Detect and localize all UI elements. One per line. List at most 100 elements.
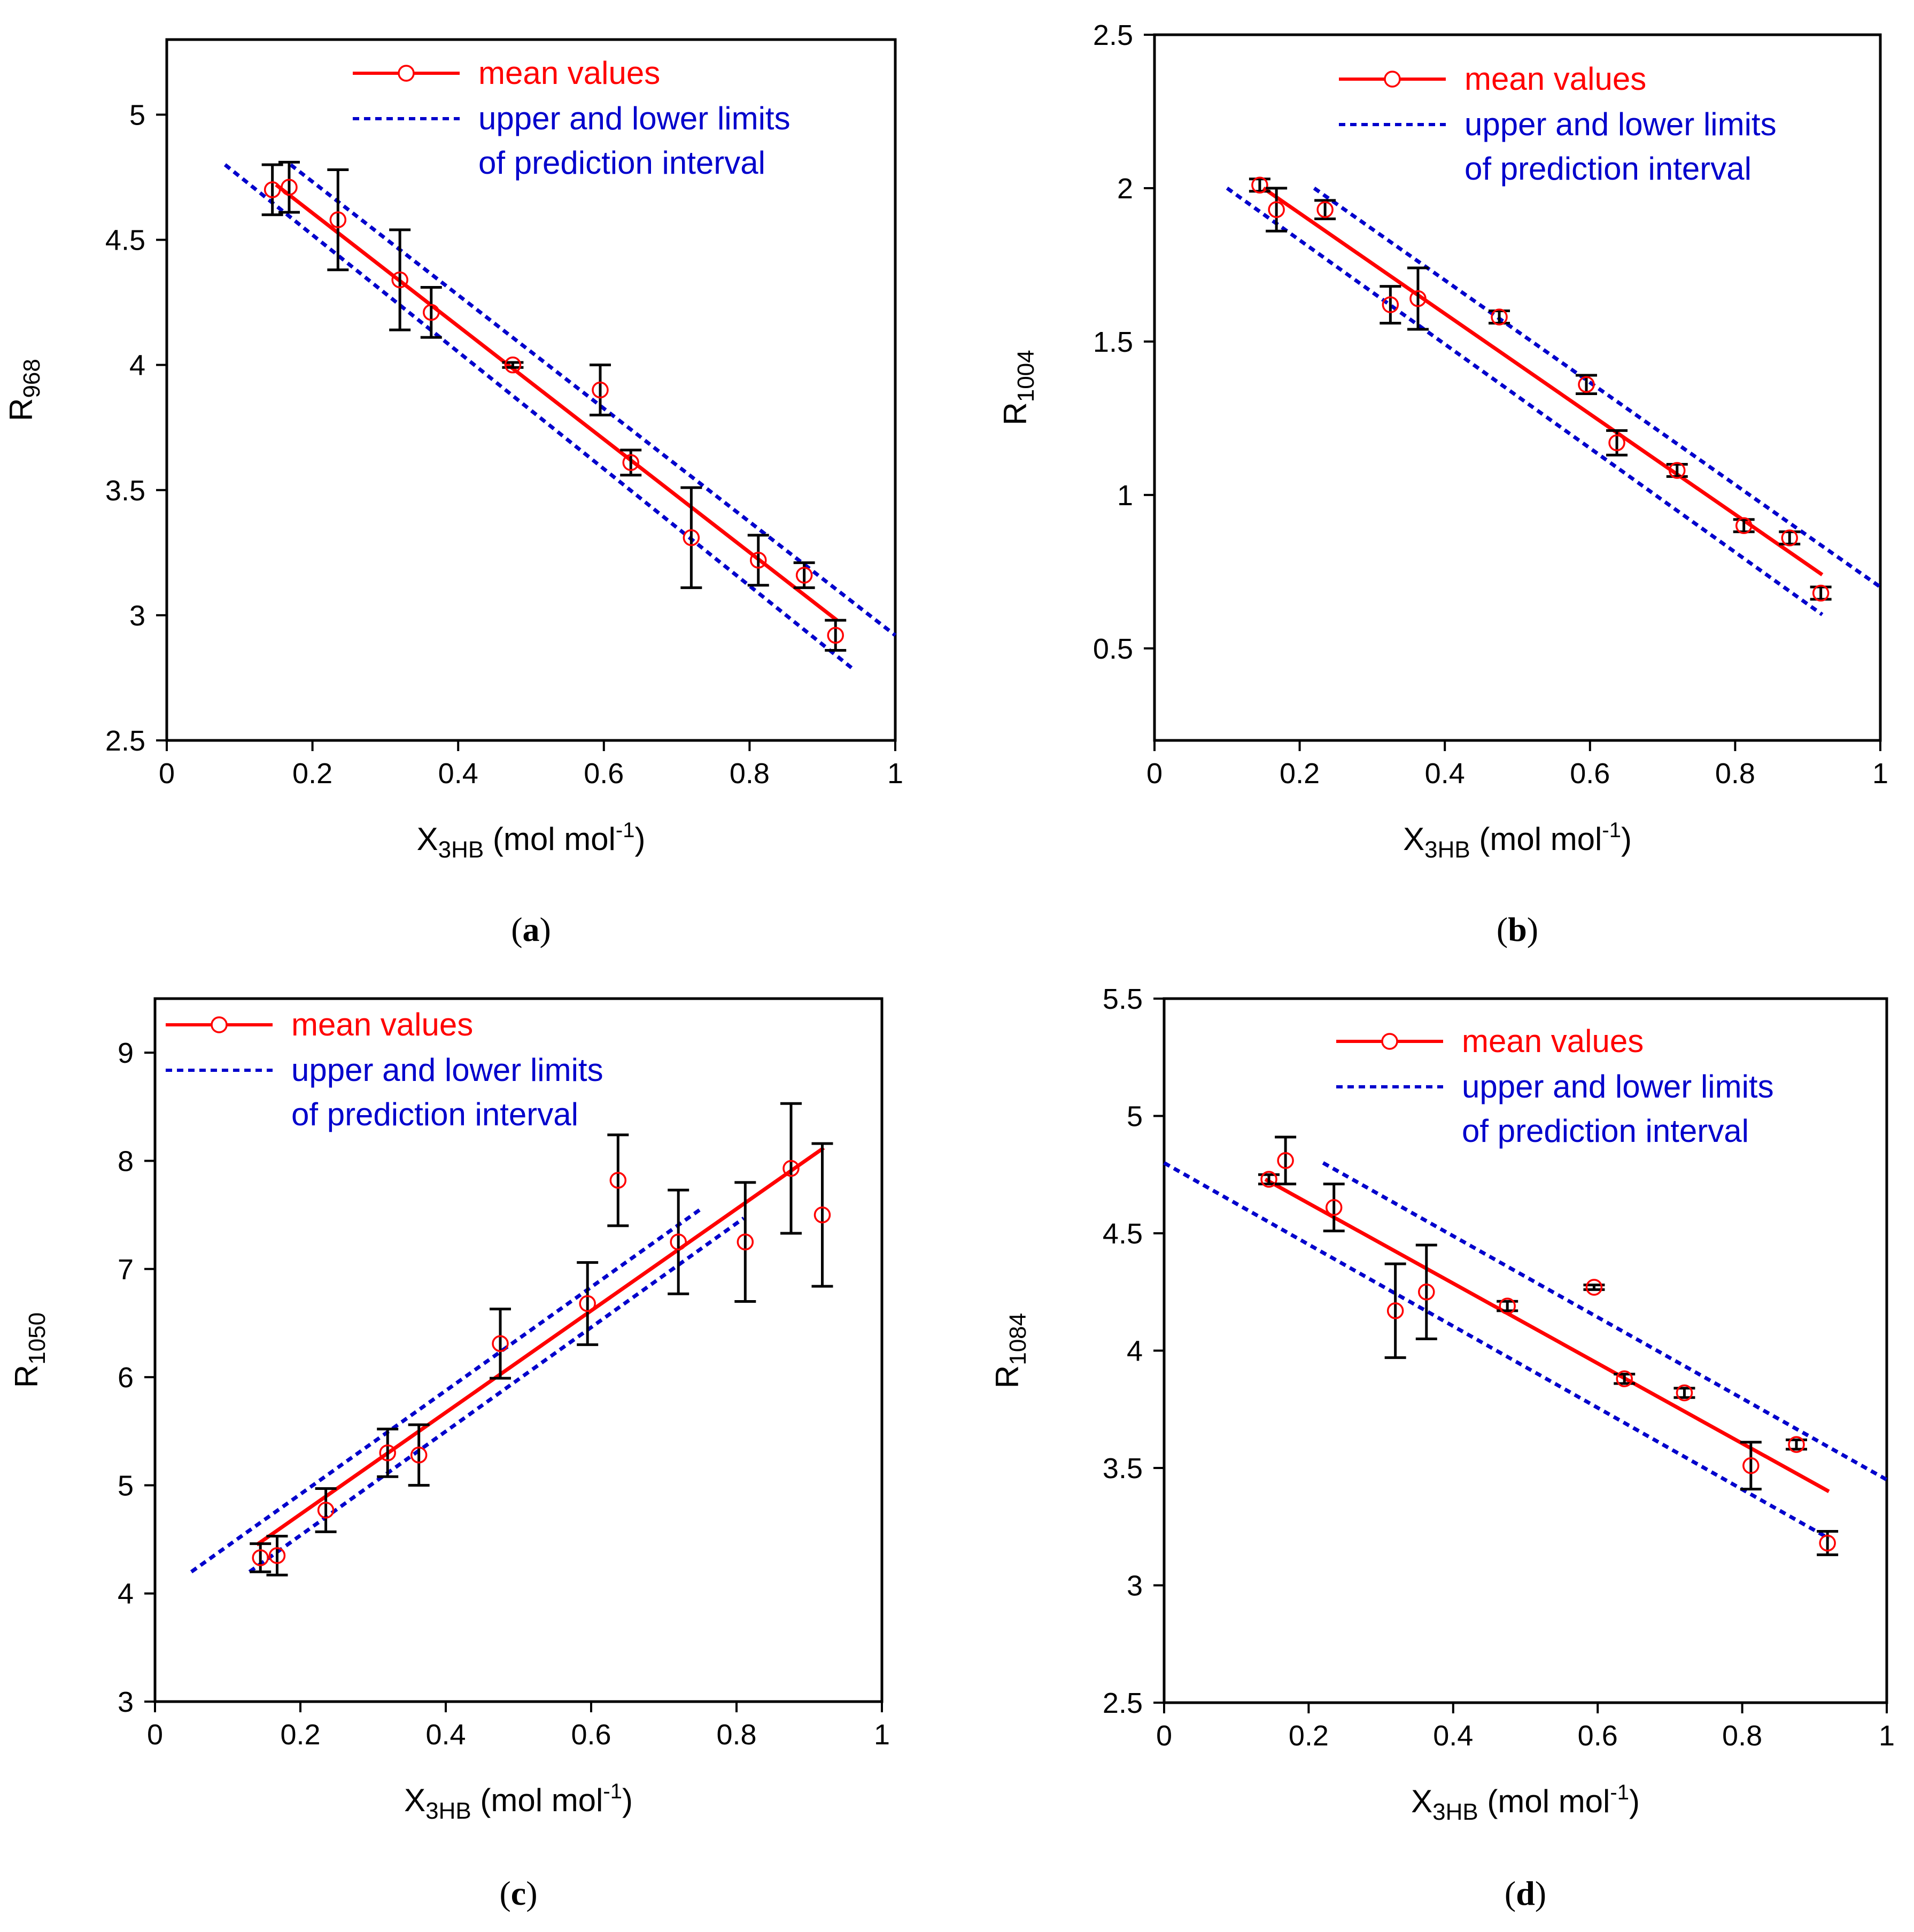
y-tick-label: 8 (118, 1145, 134, 1177)
mean-fit-line (255, 1146, 825, 1547)
error-bar (1673, 1387, 1695, 1399)
x-axis-label-close: ) (1629, 1783, 1640, 1819)
data-point (813, 1206, 831, 1224)
data-point (1616, 1370, 1633, 1387)
error-bar (1323, 1183, 1345, 1233)
error-bar (315, 1487, 337, 1533)
error-bar (1733, 518, 1755, 534)
x-axis-label-superscript: -1 (1610, 1781, 1629, 1804)
y-tick-label: 5 (1127, 1101, 1143, 1133)
data-point (579, 1295, 596, 1312)
upper-limit-line (1322, 1161, 1888, 1482)
legend-limits-label-2: of prediction interval (1464, 151, 1752, 187)
error-bar (1266, 187, 1288, 233)
panel-caption-close: ) (1527, 910, 1538, 948)
legend-limits-label: upper and lower limits (1464, 106, 1777, 142)
x-axis-label-unit: (mol mol (471, 1782, 603, 1818)
data-point (1251, 176, 1268, 194)
error-bar (327, 168, 349, 272)
x-tick-label: 0 (1146, 758, 1163, 790)
y-tick-label: 5 (129, 99, 145, 131)
x-tick-label: 0.4 (1433, 1720, 1473, 1752)
chart-panel-a: 0 0.2 0.4 0.6 0.8 1 2.5 3 3.5 4 4.5 5 X3HB (mol mol-… (3, 38, 903, 948)
x-axis-label-close: ) (1621, 821, 1632, 857)
x-axis-label-subscript: 3HB (1432, 1799, 1478, 1825)
y-tick-label: 2 (1117, 173, 1133, 205)
error-bar (250, 1542, 272, 1573)
plot-frame (153, 997, 884, 1703)
error-bar (1380, 285, 1401, 324)
y-tick-label: 4.5 (105, 225, 145, 257)
data-point (827, 627, 844, 644)
x-tick-label: 0.4 (425, 1719, 466, 1751)
y-tick-label: 3 (118, 1686, 134, 1718)
y-axis-label-main: R (989, 1365, 1025, 1388)
data-point (1491, 308, 1508, 326)
data-point (317, 1502, 335, 1519)
error-bar (589, 364, 611, 416)
y-axis-label: R1050 (9, 1312, 50, 1388)
lower-limit-line (248, 1216, 745, 1574)
panel-caption-close: ) (1535, 1874, 1546, 1912)
error-bar (1810, 585, 1832, 601)
error-bar (747, 534, 769, 587)
error-bar (1314, 199, 1336, 220)
x-tick-label: 0.2 (280, 1719, 320, 1751)
data-point (782, 1160, 800, 1177)
x-tick-label: 0 (159, 758, 175, 790)
x-axis-label-subscript: 3HB (438, 837, 484, 863)
data-point (410, 1446, 428, 1464)
y-tick-label: 2.5 (105, 725, 145, 757)
y-axis-label: R968 (3, 359, 45, 421)
y-axis-label-main: R (3, 398, 39, 421)
data-point (1409, 290, 1427, 307)
data-point (1608, 434, 1625, 452)
data-point (1386, 1302, 1404, 1319)
data-point (1316, 201, 1334, 218)
y-axis-label: R1084 (989, 1313, 1031, 1388)
data-point (622, 454, 639, 472)
x-axis-label-superscript: -1 (616, 818, 635, 842)
data-point (1812, 584, 1830, 602)
x-axis-label-main: X (417, 821, 438, 857)
error-bar (389, 228, 411, 331)
error-bar (1489, 310, 1510, 324)
error-bar (1249, 177, 1270, 193)
lower-limit-line (1163, 1161, 1830, 1540)
data-point (592, 381, 609, 399)
y-tick-label: 5 (118, 1470, 134, 1502)
y-axis-label-subscript: 1004 (1013, 350, 1039, 402)
error-bar (780, 1102, 802, 1235)
error-bar (1614, 1372, 1636, 1385)
data-point (1781, 529, 1798, 546)
error-bar (680, 486, 702, 589)
y-tick-label: 6 (118, 1362, 134, 1394)
error-bar (1407, 266, 1429, 331)
data-point (1819, 1534, 1836, 1552)
x-tick-label: 0.6 (571, 1719, 611, 1751)
y-tick-label: 2.5 (1093, 19, 1133, 51)
y-tick-label: 3.5 (1103, 1452, 1143, 1485)
upper-limit-line (1313, 187, 1882, 589)
error-bar (1740, 1441, 1762, 1491)
y-tick-label: 3.5 (105, 475, 145, 507)
data-point (281, 179, 298, 196)
data-point (1735, 517, 1753, 535)
y-axis-label-main: R (997, 402, 1033, 425)
data-point (264, 181, 281, 198)
data-point (795, 567, 813, 584)
error-bar (811, 1142, 833, 1288)
x-tick-label: 1 (1872, 758, 1888, 790)
x-tick-label: 0.4 (1425, 758, 1465, 790)
x-tick-label: 0.6 (1578, 1720, 1618, 1752)
panel-caption: (a) (511, 910, 551, 948)
y-tick-label: 1.5 (1093, 326, 1133, 358)
error-bar (1497, 1300, 1518, 1312)
x-tick-label: 0.8 (1715, 758, 1755, 790)
x-axis-label-close: ) (622, 1782, 633, 1818)
x-tick-label: 0.2 (292, 758, 332, 790)
panel-caption: (b) (1497, 910, 1538, 948)
plot-frame (1153, 33, 1882, 742)
upper-limit-line (190, 1208, 702, 1574)
